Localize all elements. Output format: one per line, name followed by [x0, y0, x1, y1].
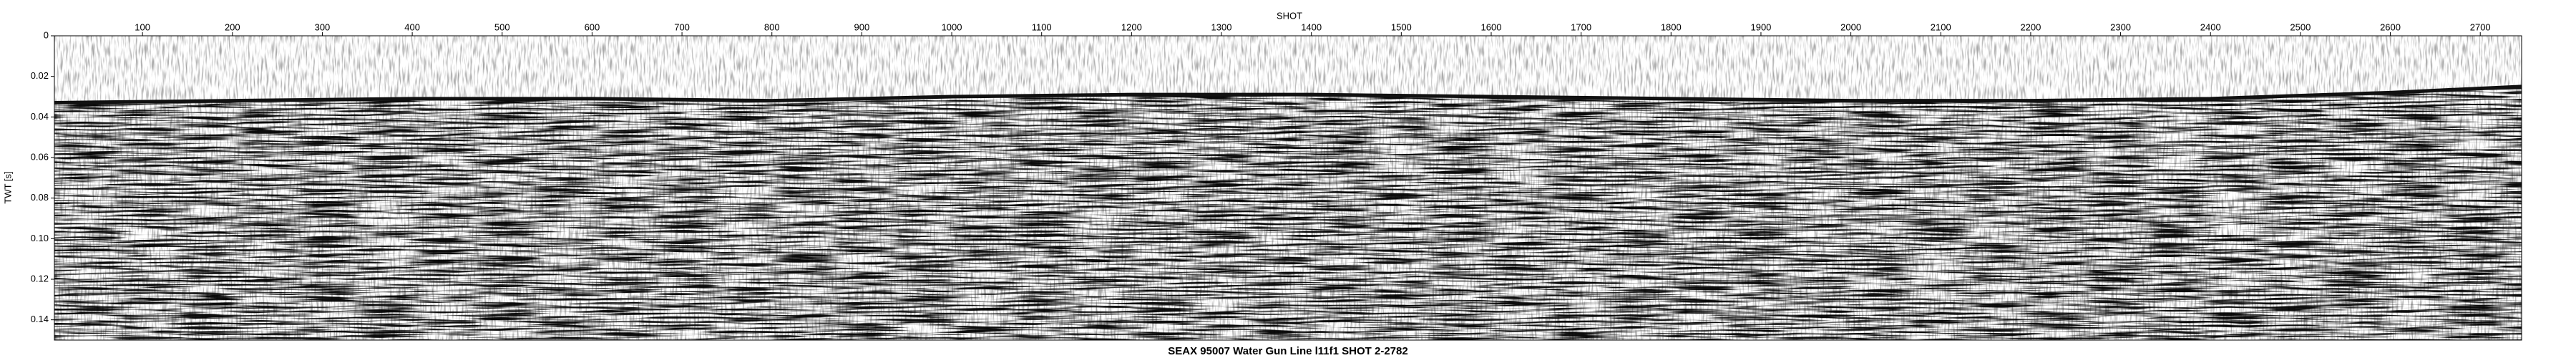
- x-tick-label: 1300: [1211, 21, 1232, 32]
- x-tick-label: 500: [494, 21, 510, 32]
- x-tick-label: 2000: [1840, 21, 1861, 32]
- x-tick-label: 2600: [2380, 21, 2401, 32]
- x-tick-label: 2400: [2200, 21, 2221, 32]
- y-tick-label: 0.04: [31, 111, 49, 122]
- x-tick-label: 2500: [2290, 21, 2311, 32]
- y-axis-label: TWT [s]: [2, 171, 13, 203]
- x-tick-label: 1800: [1661, 21, 1682, 32]
- y-tick-label: 0.14: [31, 314, 49, 324]
- chart-title: SEAX 95007 Water Gun Line l11f1 SHOT 2-2…: [1168, 345, 1407, 357]
- x-tick-label: 300: [315, 21, 331, 32]
- x-tick-label: 900: [854, 21, 870, 32]
- x-tick-label: 1400: [1301, 21, 1322, 32]
- plot-frame: [54, 35, 2522, 341]
- seismic-texture: [54, 36, 2522, 340]
- seafloor-reflector: [54, 84, 2522, 105]
- x-tick-label: 1000: [942, 21, 962, 32]
- y-tick-label: 0: [44, 29, 49, 40]
- y-tick-label: 0.06: [31, 151, 49, 162]
- x-tick-label: 2200: [2020, 21, 2041, 32]
- y-tick-label: 0.10: [31, 233, 49, 243]
- x-tick-label: 700: [674, 21, 690, 32]
- y-tick-label: 0.08: [31, 192, 49, 203]
- x-tick-label: 800: [764, 21, 780, 32]
- x-tick-label: 200: [225, 21, 240, 32]
- x-tick-label: 2100: [1931, 21, 1951, 32]
- x-tick-label: 1600: [1481, 21, 1502, 32]
- y-tick-label: 0.02: [31, 70, 49, 81]
- x-tick-label: 2700: [2470, 21, 2491, 32]
- x-tick-label: 2300: [2110, 21, 2131, 32]
- x-tick-label: 1100: [1032, 21, 1052, 32]
- x-tick-label: 1900: [1750, 21, 1771, 32]
- y-tick-label: 0.12: [31, 273, 49, 284]
- x-tick-label: 1700: [1571, 21, 1591, 32]
- x-tick-label: 600: [585, 21, 600, 32]
- x-tick-label: 1500: [1391, 21, 1412, 32]
- x-tick-label: 100: [135, 21, 150, 32]
- x-tick-label: 400: [404, 21, 420, 32]
- x-tick-label: 1200: [1121, 21, 1142, 32]
- x-axis-label: SHOT: [1277, 10, 1302, 21]
